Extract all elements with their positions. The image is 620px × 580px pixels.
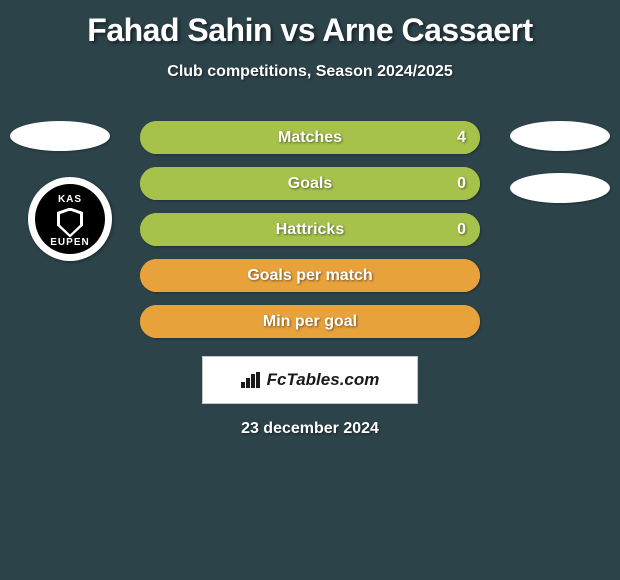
player-right-slot-2 xyxy=(510,173,610,203)
watermark-text: FcTables.com xyxy=(267,370,380,390)
stat-bar: Goals 0 xyxy=(140,167,480,200)
stat-bar: Matches 4 xyxy=(140,121,480,154)
stat-bar-label: Goals xyxy=(288,175,332,193)
stat-bar: Min per goal xyxy=(140,305,480,338)
stat-bar-value: 0 xyxy=(457,221,466,239)
content-area: KAS EUPEN Matches4Goals0Hattricks0Goals … xyxy=(0,121,620,438)
stat-bar-value: 0 xyxy=(457,175,466,193)
comparison-title: Fahad Sahin vs Arne Cassaert xyxy=(0,0,620,49)
season-subtitle: Club competitions, Season 2024/2025 xyxy=(0,63,620,81)
stat-bars-container: Matches 4 Goals 0 Hattricks 0 Goals per match M… xyxy=(140,121,480,338)
watermark: FcTables.com xyxy=(202,356,418,404)
club-text-bottom: EUPEN xyxy=(50,238,89,248)
stat-bar: Goals per match xyxy=(140,259,480,292)
stat-bar-label: Hattricks xyxy=(276,221,344,239)
club-badge: KAS EUPEN xyxy=(28,177,112,261)
club-badge-inner: KAS EUPEN xyxy=(35,184,105,254)
stat-bar-label: Goals per match xyxy=(247,267,372,285)
club-text-top: KAS xyxy=(58,195,82,205)
stat-bar: Hattricks 0 xyxy=(140,213,480,246)
generated-date: 23 december 2024 xyxy=(0,420,620,438)
bar-chart-icon xyxy=(241,372,261,388)
player-left-slot-1 xyxy=(10,121,110,151)
stat-bar-label: Min per goal xyxy=(263,313,357,331)
club-shield-icon xyxy=(57,208,83,238)
player-right-slot-1 xyxy=(510,121,610,151)
stat-bar-label: Matches xyxy=(278,129,342,147)
stat-bar-value: 4 xyxy=(457,129,466,147)
